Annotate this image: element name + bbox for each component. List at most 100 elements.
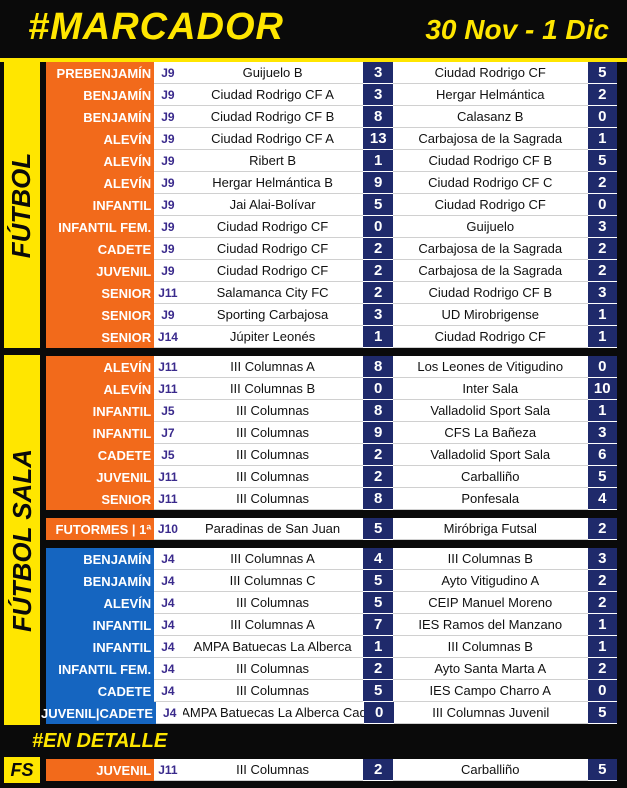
- detalle-title: #EN DETALLE: [32, 730, 168, 752]
- result-row: JUVENIL J9 Ciudad Rodrigo CF 2 Carbajosa de …: [46, 260, 618, 282]
- home-team: Sporting Carbajosa: [181, 304, 364, 326]
- category-label: BENJAMÍN: [46, 84, 155, 106]
- home-team: Ribert B: [181, 150, 364, 172]
- home-team: III Columnas A: [181, 548, 364, 570]
- matchday-label: J9: [154, 128, 182, 150]
- away-team: CEIP Manuel Moreno: [392, 592, 588, 614]
- result-row: INFANTIL J5 III Columnas 8 Valladolid Sport …: [46, 400, 618, 422]
- away-team: Valladolid Sport Sala: [392, 444, 588, 466]
- matchday-label: J4: [154, 548, 182, 570]
- home-team: Salamanca City FC: [181, 282, 364, 304]
- home-score: 1: [363, 150, 393, 172]
- matchday-label: J9: [154, 194, 182, 216]
- away-team: Ciudad Rodrigo CF B: [392, 150, 588, 172]
- matchday-label: J14: [154, 326, 182, 348]
- home-score: 2: [363, 282, 393, 304]
- home-score: 2: [363, 444, 393, 466]
- category-label: INFANTIL FEM.: [46, 216, 155, 238]
- home-team: III Columnas: [181, 422, 364, 444]
- away-team: IES Ramos del Manzano: [392, 614, 588, 636]
- result-row: ALEVÍN J9 Ciudad Rodrigo CF A 13 Carbajosa d…: [46, 128, 618, 150]
- result-row: ALEVÍN J9 Hergar Helmántica B 9 Ciudad Rodri…: [46, 172, 618, 194]
- category-label: PREBENJAMÍN: [46, 62, 155, 84]
- result-row: FUTORMES | 1ª J10 Paradinas de San Juan 5 Mi…: [46, 518, 618, 540]
- category-label: JUVENIL|CADETE: [41, 702, 156, 724]
- away-score: 5: [587, 702, 617, 724]
- home-team: III Columnas: [181, 466, 364, 488]
- away-score: 5: [587, 62, 618, 84]
- home-team: Ciudad Rodrigo CF: [181, 260, 364, 282]
- category-label: ALEVÍN: [46, 128, 155, 150]
- home-score: 8: [363, 400, 393, 422]
- matchday-label: J9: [154, 106, 182, 128]
- away-score: 2: [587, 238, 618, 260]
- matchday-label: J9: [154, 260, 182, 282]
- home-team: Ciudad Rodrigo CF B: [181, 106, 364, 128]
- result-row: JUVENIL|CADETE J4 AMPA Batuecas La Alberca…: [41, 702, 617, 724]
- header: #MARCADOR 30 Nov - 1 Dic: [0, 0, 627, 58]
- result-row: INFANTIL J7 III Columnas 9 CFS La Bañeza 3: [46, 422, 618, 444]
- away-score: 3: [587, 282, 618, 304]
- result-row: ALEVÍN J11 III Columnas B 0 Inter Sala 10: [46, 378, 618, 400]
- away-team: Ciudad Rodrigo CF: [392, 62, 588, 84]
- away-score: 1: [587, 636, 618, 658]
- home-team: AMPA Batuecas La Alberca: [181, 636, 364, 658]
- matchday-label: J4: [154, 636, 182, 658]
- home-team: Ciudad Rodrigo CF: [181, 216, 364, 238]
- away-score: 1: [587, 128, 618, 150]
- matchday-label: J11: [154, 759, 182, 781]
- away-team: Los Leones de Vitigudino: [392, 356, 588, 378]
- away-team: Miróbriga Futsal: [392, 518, 588, 540]
- matchday-label: J4: [154, 570, 182, 592]
- result-row: BENJAMÍN J9 Ciudad Rodrigo CF A 3 Hergar Hel…: [46, 84, 618, 106]
- away-team: Valladolid Sport Sala: [392, 400, 588, 422]
- away-score: 3: [587, 422, 618, 444]
- home-score: 13: [363, 128, 393, 150]
- divider: [0, 348, 627, 352]
- category-label: FUTORMES | 1ª: [46, 518, 155, 540]
- matchday-label: J10: [154, 518, 182, 540]
- section-label-futbol-sala: FÚTBOL SALA: [4, 355, 40, 725]
- category-label: ALEVÍN: [46, 378, 155, 400]
- away-score: 10: [587, 378, 618, 400]
- result-row: CADETE J9 Ciudad Rodrigo CF 2 Carbajosa de l…: [46, 238, 618, 260]
- home-team: Paradinas de San Juan: [181, 518, 364, 540]
- home-team: III Columnas: [181, 444, 364, 466]
- away-team: Ponfesala: [392, 488, 588, 510]
- away-team: Ciudad Rodrigo CF C: [392, 172, 588, 194]
- home-team: III Columnas: [181, 592, 364, 614]
- home-score: 3: [363, 84, 393, 106]
- result-row: JUVENIL J11 III Columnas 2 Carballiño 5: [46, 466, 618, 488]
- matchday-label: J9: [154, 150, 182, 172]
- away-team: Ciudad Rodrigo CF B: [392, 282, 588, 304]
- category-label: JUVENIL: [46, 260, 155, 282]
- home-team: AMPA Batuecas La Alberca Cad: [183, 702, 365, 724]
- away-score: 2: [587, 260, 618, 282]
- category-label: ALEVÍN: [46, 356, 155, 378]
- section-label-text: FÚTBOL: [6, 152, 37, 258]
- matchday-label: J7: [154, 422, 182, 444]
- fs-label: FS: [4, 757, 40, 783]
- home-score: 9: [363, 422, 393, 444]
- away-score: 0: [587, 680, 618, 702]
- futbol-sala-results: ALEVÍN J11 III Columnas A 8 Los Leones de Vi…: [46, 356, 618, 510]
- category-label: INFANTIL: [46, 422, 155, 444]
- matchday-label: J9: [154, 172, 182, 194]
- away-score: 2: [587, 570, 618, 592]
- category-label: ALEVÍN: [46, 172, 155, 194]
- result-row: INFANTIL J9 Jai Alai-Bolívar 5 Ciudad Rodrig…: [46, 194, 618, 216]
- away-team: UD Mirobrigense: [392, 304, 588, 326]
- home-score: 8: [363, 106, 393, 128]
- away-score: 1: [587, 304, 618, 326]
- away-team: IES Campo Charro A: [392, 680, 588, 702]
- home-team: Júpiter Leonés: [181, 326, 364, 348]
- result-row: INFANTIL J4 AMPA Batuecas La Alberca 1 III C…: [46, 636, 618, 658]
- category-label: CADETE: [46, 238, 155, 260]
- matchday-label: J11: [154, 488, 182, 510]
- futbol-results: PREBENJAMÍN J9 Guijuelo B 3 Ciudad Rodrigo C…: [46, 62, 618, 348]
- matchday-label: J4: [154, 614, 182, 636]
- home-score: 3: [363, 62, 393, 84]
- home-team: Ciudad Rodrigo CF A: [181, 128, 364, 150]
- result-row: SENIOR J9 Sporting Carbajosa 3 UD Mirobrigen…: [46, 304, 618, 326]
